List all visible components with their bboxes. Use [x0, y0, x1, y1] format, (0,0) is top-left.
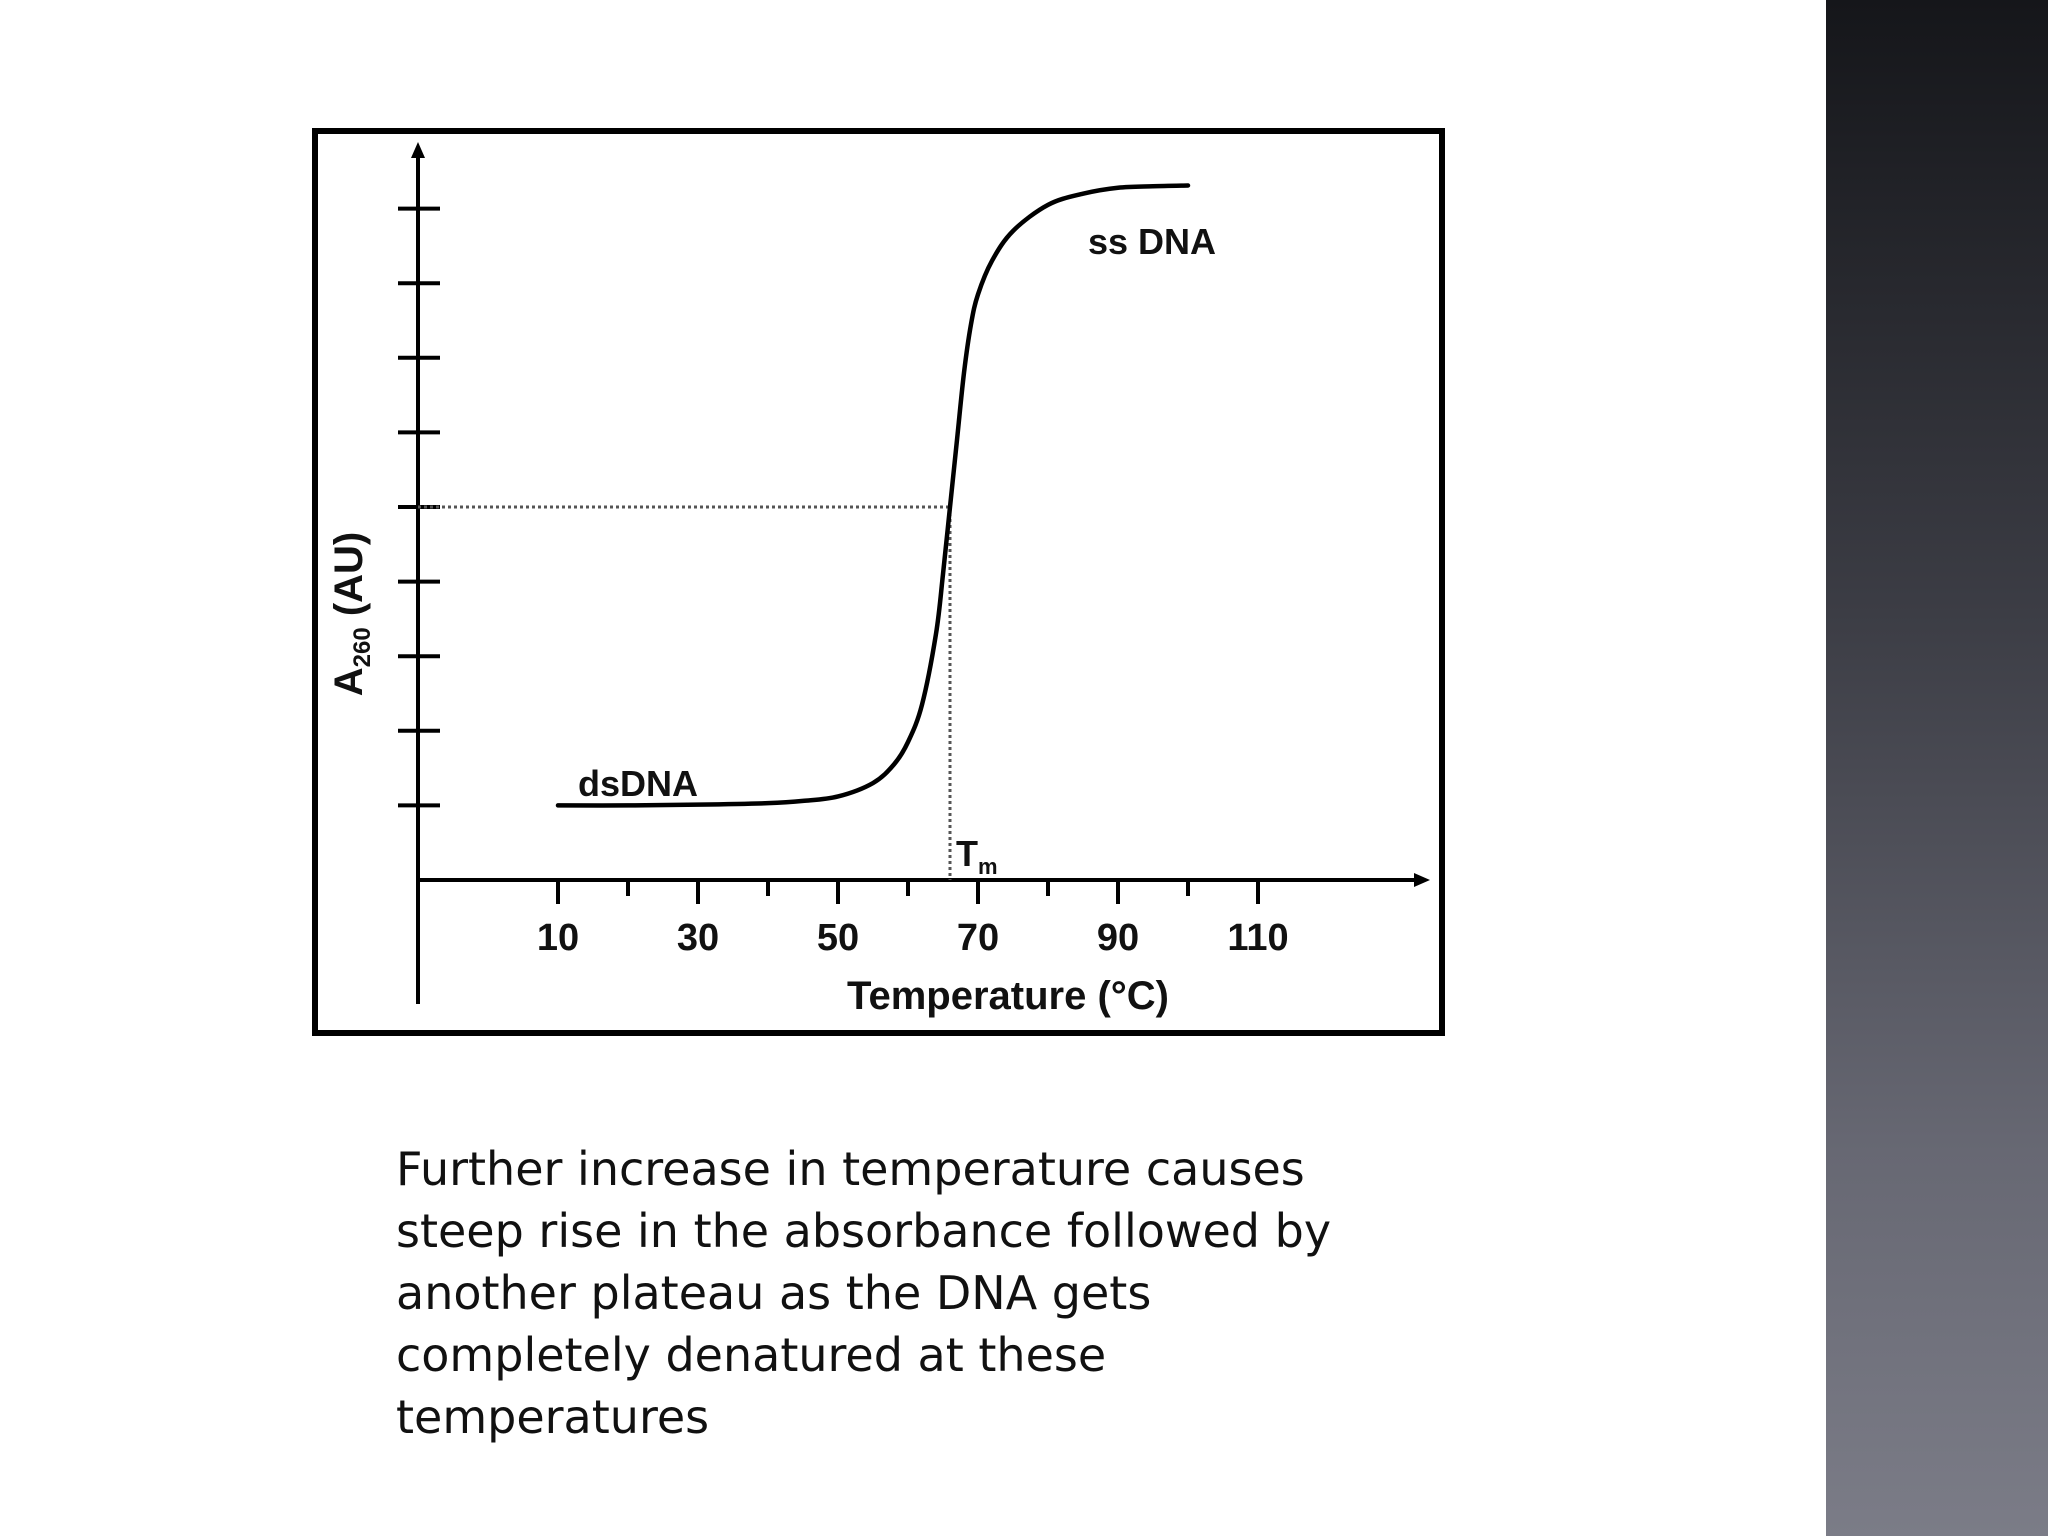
annotation-ssdna: ss DNA — [1088, 221, 1216, 262]
x-tick-label: 70 — [957, 917, 999, 959]
tm-guide-lines — [418, 505, 952, 880]
data-points — [556, 183, 1190, 807]
x-axis-arrow — [1414, 873, 1430, 887]
melting-curve-chart: 10 30 50 70 90 110 Temperature (°C) A260 (AU)… — [327, 142, 1430, 1018]
x-tick-label: 30 — [677, 917, 719, 959]
x-axis-title: Temperature (°C) — [847, 974, 1169, 1018]
chart-axes — [411, 142, 1430, 1004]
caption-line: another plateau as the DNA gets — [396, 1266, 1152, 1320]
caption-line: steep rise in the absorbance followed by — [396, 1204, 1332, 1258]
x-tick-label: 10 — [537, 917, 579, 959]
y-ticks — [398, 206, 440, 808]
series-line-melting-curve — [555, 183, 1191, 808]
x-tick-labels: 10 30 50 70 90 110 — [537, 917, 1289, 959]
caption-line: Further increase in temperature causes — [396, 1142, 1305, 1196]
side-gradient-panel — [1826, 0, 2048, 1536]
caption-text: Further increase in temperature causes s… — [396, 1138, 1376, 1448]
x-tick-label: 90 — [1097, 917, 1139, 959]
caption-line: completely denatured at these — [396, 1328, 1107, 1382]
x-ticks — [556, 878, 1260, 904]
caption-line: temperatures — [396, 1390, 710, 1444]
x-tick-label: 50 — [817, 917, 859, 959]
annotation-tm: Tm — [956, 833, 998, 879]
annotation-dsdna: dsDNA — [578, 763, 698, 804]
chart-frame: 10 30 50 70 90 110 Temperature (°C) A260 (AU)… — [312, 128, 1445, 1036]
y-axis-arrow — [411, 142, 425, 158]
y-axis-title: A260 (AU) — [327, 532, 376, 696]
x-tick-label: 110 — [1227, 917, 1288, 959]
